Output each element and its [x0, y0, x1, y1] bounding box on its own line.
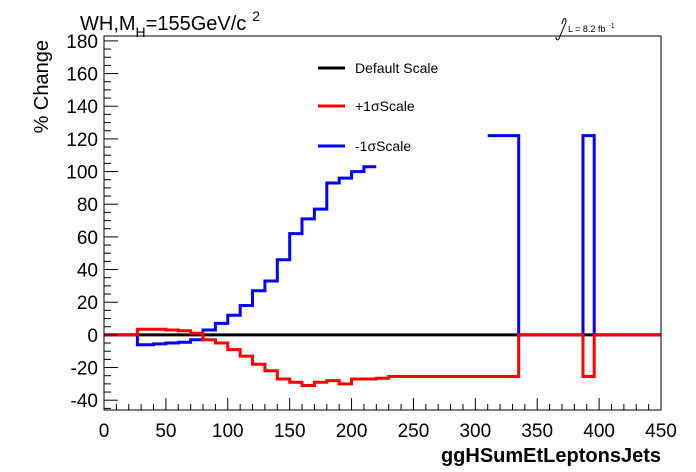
y-tick-label: 80 [77, 195, 98, 216]
curves-layer [104, 134, 661, 387]
title-sup: 2 [252, 8, 260, 24]
y-tick-label: 100 [66, 163, 98, 184]
y-tick-label: 20 [77, 293, 98, 314]
title-sub: H [136, 24, 146, 40]
x-tick-label: 250 [398, 421, 430, 442]
plot-frame [103, 35, 662, 411]
x-tick-label: 450 [645, 421, 677, 442]
y-tick-label: -20 [71, 359, 98, 380]
title-rest: =155GeV/c [146, 13, 247, 35]
x-tick-label: 100 [212, 421, 244, 442]
series-line [104, 165, 377, 347]
y-tick-label: 160 [66, 65, 98, 86]
y-tick-label: 140 [66, 97, 98, 118]
x-tick-label: 400 [583, 421, 615, 442]
title-main: WH,M [80, 13, 136, 35]
y-axis-label: % Change [31, 40, 53, 133]
x-tick-label: 350 [521, 421, 553, 442]
lumi-label: L = 8.2 fb -1 [555, 17, 615, 41]
lumi-sup: -1 [608, 23, 614, 30]
y-tick-label: -40 [71, 391, 98, 412]
x-tick-label: 0 [99, 421, 110, 442]
x-tick-label: 50 [155, 421, 176, 442]
legend-label: Default Scale [355, 60, 438, 76]
legend-label: -1σScale [355, 138, 411, 154]
y-tick-label: 120 [66, 130, 98, 151]
axes-layer: -40 -20 0 20 40 60 80 100 120 140 160 180 0 50 100 150 2… [66, 32, 677, 442]
chart-title: WH,MH=155GeV/c 2 [80, 8, 260, 40]
y-tick-label: 180 [66, 32, 98, 53]
x-tick-label: 300 [459, 421, 491, 442]
legend-label: +1σScale [355, 98, 415, 114]
integral-sign-icon [555, 17, 567, 41]
x-tick-label: 150 [274, 421, 306, 442]
lumi-text: L = 8.2 fb [568, 24, 605, 34]
x-tick-label: 200 [336, 421, 368, 442]
y-tick-label: 60 [77, 228, 98, 249]
series-line [487, 134, 661, 337]
legend: Default Scale +1σScale -1σScale [318, 60, 438, 154]
y-tick-label: 0 [87, 326, 98, 347]
svg-text:L = 8.2 fb-1: L = 8.2 fb -1 [568, 23, 615, 34]
y-tick-label: 40 [77, 261, 98, 282]
x-axis-label: ggHSumEtLeptonsJets [441, 445, 661, 467]
series-line [104, 327, 661, 387]
